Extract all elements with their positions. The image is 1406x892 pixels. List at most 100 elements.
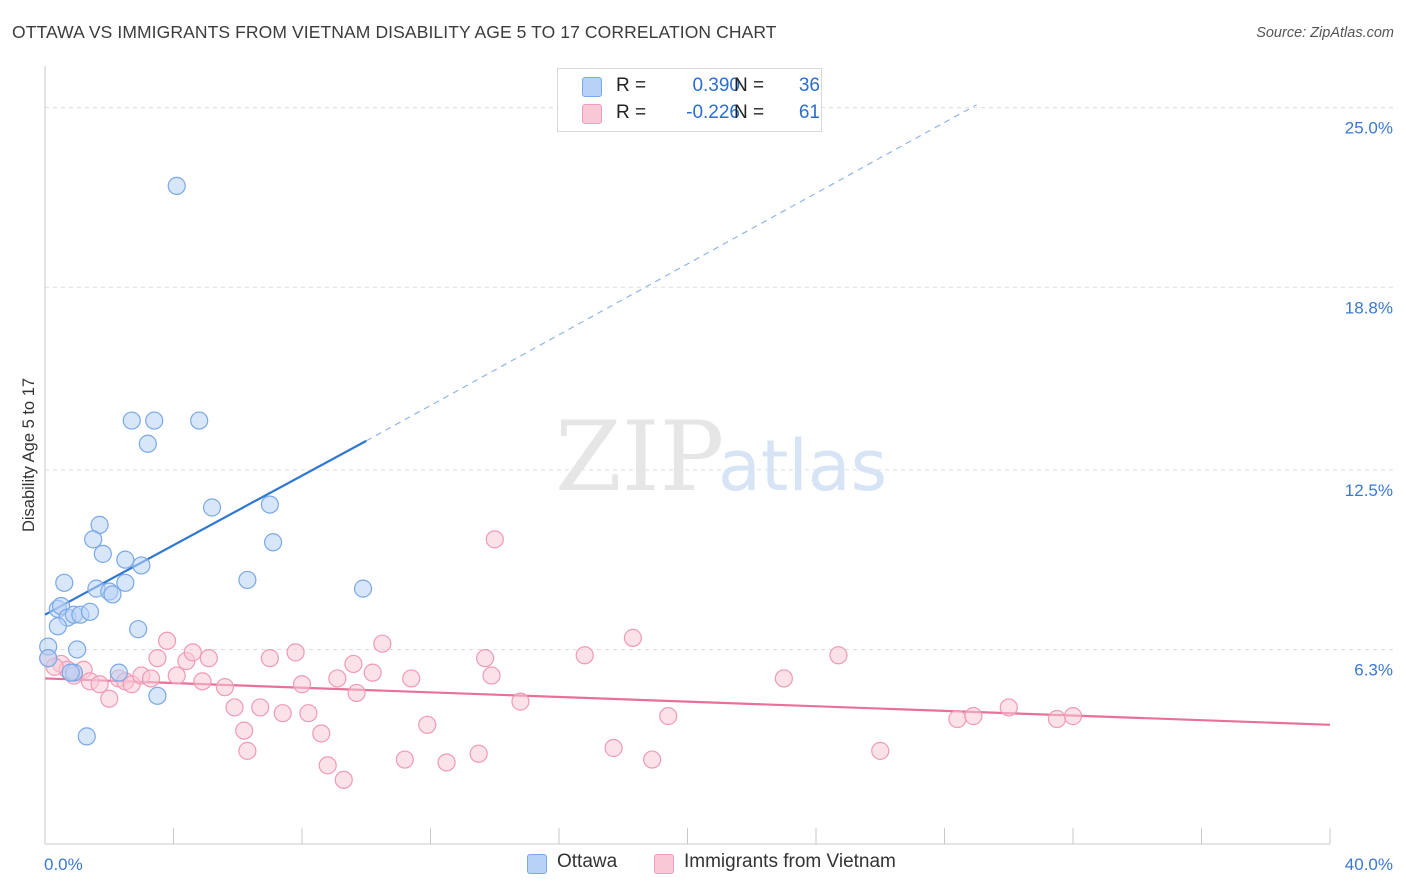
ottawa-point [148, 686, 167, 705]
vietnam-point [238, 741, 257, 760]
ottawa-point [238, 570, 257, 590]
vietnam-point [344, 654, 363, 674]
vietnam-point [511, 692, 530, 711]
vietnam-point [1063, 707, 1083, 726]
vietnam-point [225, 698, 244, 717]
grid-layer [45, 107, 1393, 650]
ottawa-point [353, 579, 373, 598]
ottawa-swatch [527, 854, 547, 874]
y-tick-label: 6.3% [1354, 660, 1393, 679]
vietnam-point [334, 770, 353, 789]
vietnam-point [643, 750, 662, 769]
source-label: Source: ZipAtlas.com [1256, 25, 1394, 41]
vietnam-point [774, 669, 793, 688]
ottawa-point [93, 544, 112, 563]
vietnam-point [183, 643, 202, 662]
ottawa-point [55, 573, 74, 592]
ottawa-point [48, 617, 67, 636]
vietnam-point [604, 738, 623, 758]
ottawa-point [167, 176, 186, 195]
ottawa-point [77, 727, 96, 746]
vietnam-point [964, 707, 983, 726]
x-tick-label: 40.0% [1345, 855, 1393, 874]
vietnam-point [215, 678, 234, 697]
ottawa-point [39, 649, 58, 668]
vietnam-point [273, 704, 292, 723]
vietnam-point [373, 634, 392, 653]
ottawa-point [202, 498, 222, 517]
legend-n-value: 36 [798, 75, 820, 96]
legend-r-key: R = [616, 75, 647, 96]
vietnam-point [235, 721, 254, 740]
ottawa-point [145, 411, 164, 430]
vietnam-point [469, 744, 488, 763]
label-layer: 6.3% 12.5% 18.8% 25.0% 0.0% 40.0% Disability A… [20, 119, 1393, 874]
vietnam-point [418, 715, 437, 734]
vietnam-point [395, 750, 414, 769]
legend-r-value: 0.390 [692, 75, 740, 96]
legend-r-value: -0.226 [686, 102, 740, 123]
vietnam-point [90, 675, 109, 694]
ottawa-point [138, 434, 157, 453]
legend-n-key: N = [734, 75, 765, 96]
vietnam-point [402, 669, 421, 688]
vietnam-point [659, 707, 678, 726]
y-axis-title: Disability Age 5 to 17 [20, 378, 38, 532]
vietnam-point [318, 756, 337, 775]
ottawa-point [116, 550, 135, 569]
y-tick-label: 25.0% [1345, 119, 1393, 138]
vietnam-point [167, 666, 186, 685]
vietnam-trendline [44, 677, 1331, 726]
vietnam-point [347, 683, 366, 703]
vietnam-point [575, 646, 594, 665]
vietnam-point [485, 530, 504, 549]
legend-n-key: N = [734, 102, 765, 123]
legend-r-key: R = [616, 102, 647, 123]
ottawa-point [263, 533, 283, 552]
vietnam-swatch [654, 854, 674, 874]
x-tick-label: 0.0% [44, 855, 83, 874]
vietnam-point [363, 663, 382, 682]
vietnam-point [1047, 709, 1067, 729]
correlation-legend: R = 0.390 N = 36 R = -0.226 N = 61 [557, 68, 822, 132]
ottawa-point [116, 573, 135, 592]
vietnam-point [312, 724, 331, 743]
vietnam-point [193, 672, 212, 691]
vietnam-point [292, 675, 312, 694]
ottawa-point [260, 495, 279, 514]
ottawa-point [103, 585, 122, 604]
y-tick-label: 12.5% [1345, 481, 1393, 500]
vietnam-point [286, 643, 305, 662]
point-layer [39, 176, 1083, 789]
y-tick-label: 18.8% [1345, 298, 1393, 317]
vietnam-point [437, 753, 456, 772]
watermark: ZIP atlas [555, 401, 887, 513]
watermark-atlas: atlas [718, 425, 887, 507]
vietnam-point [199, 649, 218, 668]
vietnam-point [948, 709, 967, 729]
watermark-zip: ZIP [555, 401, 724, 513]
vietnam-point [260, 649, 279, 668]
vietnam-point [100, 689, 119, 708]
axis-layer [44, 66, 1331, 845]
vietnam-swatch [582, 104, 602, 124]
vietnam-point [148, 649, 167, 668]
ottawa-swatch [582, 77, 602, 97]
vietnam-point [623, 628, 642, 647]
vietnam-point [871, 741, 890, 760]
ottawa-point [80, 602, 100, 621]
chart-title: OTTAWA VS IMMIGRANTS FROM VIETNAM DISABI… [12, 22, 777, 42]
vietnam-point [482, 666, 501, 685]
legend-label: Ottawa [557, 851, 618, 872]
ottawa-point [132, 556, 151, 575]
ottawa-point [129, 620, 148, 639]
vietnam-point [829, 646, 848, 665]
legend-n-value: 61 [798, 102, 820, 123]
vietnam-point [157, 631, 177, 650]
ottawa-point [190, 411, 209, 430]
ottawa-point [84, 530, 103, 549]
ottawa-point [122, 411, 141, 430]
ottawa-point [68, 640, 87, 659]
legend-label: Immigrants from Vietnam [684, 851, 896, 872]
